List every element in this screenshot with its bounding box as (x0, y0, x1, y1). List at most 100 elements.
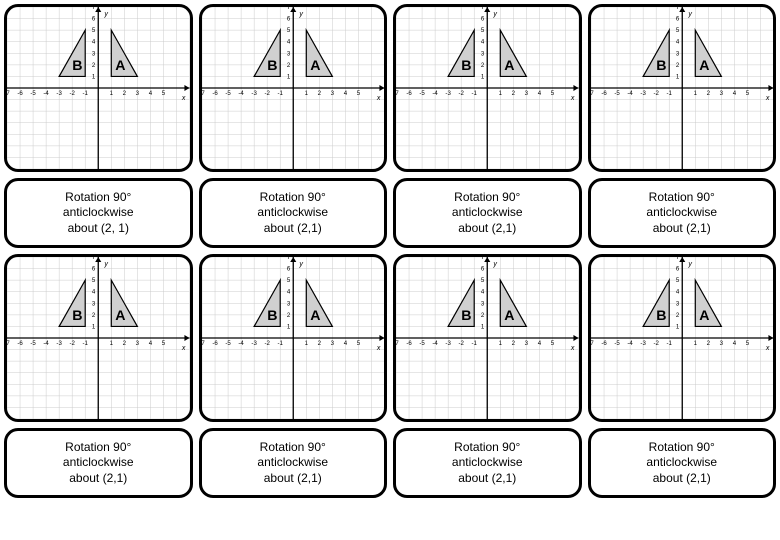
graph-card: -7-6-5-4-3-2-1123451234567xyBA (199, 4, 388, 172)
svg-text:6: 6 (481, 267, 485, 273)
svg-text:6: 6 (286, 267, 290, 273)
caption-line-1: Rotation 90° (454, 190, 520, 206)
svg-text:1: 1 (499, 91, 503, 97)
svg-text:5: 5 (675, 28, 679, 34)
svg-text:x: x (764, 95, 769, 102)
svg-text:-2: -2 (69, 341, 75, 347)
caption-line-2: anticlockwise (646, 455, 717, 471)
svg-text:-3: -3 (56, 91, 62, 97)
caption-card: Rotation 90° anticlockwise about (2,1) (199, 428, 388, 498)
svg-text:4: 4 (343, 341, 347, 347)
svg-text:5: 5 (356, 91, 360, 97)
svg-text:-3: -3 (445, 91, 451, 97)
svg-text:3: 3 (525, 341, 529, 347)
svg-text:-1: -1 (277, 341, 283, 347)
svg-text:5: 5 (551, 341, 555, 347)
svg-text:-1: -1 (83, 341, 89, 347)
graph-card: -7-6-5-4-3-2-1123451234567xyBA (588, 254, 777, 422)
svg-text:1: 1 (499, 341, 503, 347)
svg-text:-6: -6 (17, 91, 23, 97)
svg-text:2: 2 (675, 313, 679, 319)
svg-text:5: 5 (286, 278, 290, 284)
svg-text:1: 1 (92, 74, 96, 80)
svg-text:-4: -4 (627, 341, 633, 347)
svg-text:1: 1 (675, 74, 679, 80)
svg-text:-5: -5 (225, 91, 231, 97)
svg-text:4: 4 (732, 341, 736, 347)
coordinate-graph: -7-6-5-4-3-2-1123451234567xyBA (7, 7, 190, 169)
svg-text:-4: -4 (43, 341, 49, 347)
triangle-label-a: A (115, 307, 125, 323)
svg-text:7: 7 (286, 257, 290, 261)
svg-text:5: 5 (92, 278, 96, 284)
svg-text:-6: -6 (17, 341, 23, 347)
graph-card: -7-6-5-4-3-2-1123451234567xyBA (4, 254, 193, 422)
triangle-label-b: B (72, 57, 82, 73)
svg-text:x: x (375, 95, 380, 102)
svg-text:7: 7 (286, 7, 290, 11)
svg-text:3: 3 (92, 51, 96, 57)
svg-text:4: 4 (675, 290, 679, 296)
svg-text:-1: -1 (666, 341, 672, 347)
svg-text:y: y (492, 261, 497, 268)
triangle-label-a: A (699, 307, 709, 323)
svg-text:-7: -7 (591, 91, 594, 97)
svg-text:-5: -5 (30, 341, 36, 347)
svg-text:1: 1 (304, 341, 308, 347)
svg-text:-1: -1 (666, 91, 672, 97)
svg-text:-3: -3 (251, 341, 257, 347)
svg-text:6: 6 (675, 17, 679, 23)
triangle-label-b: B (72, 307, 82, 323)
svg-text:-5: -5 (614, 91, 620, 97)
svg-text:1: 1 (675, 324, 679, 330)
svg-text:4: 4 (675, 40, 679, 46)
svg-text:2: 2 (512, 91, 516, 97)
svg-text:3: 3 (136, 341, 140, 347)
svg-text:-6: -6 (212, 91, 218, 97)
svg-text:2: 2 (512, 341, 516, 347)
svg-text:5: 5 (551, 91, 555, 97)
svg-text:-1: -1 (83, 91, 89, 97)
svg-text:y: y (298, 11, 303, 18)
svg-text:-6: -6 (212, 341, 218, 347)
svg-text:2: 2 (706, 91, 710, 97)
caption-line-1: Rotation 90° (454, 440, 520, 456)
svg-text:4: 4 (149, 91, 153, 97)
svg-text:-2: -2 (264, 341, 270, 347)
svg-text:5: 5 (162, 341, 166, 347)
svg-text:-6: -6 (406, 91, 412, 97)
graph-card: -7-6-5-4-3-2-1123451234567xyBA (588, 4, 777, 172)
coordinate-graph: -7-6-5-4-3-2-1123451234567xyBA (591, 7, 774, 169)
svg-text:5: 5 (745, 91, 749, 97)
svg-text:y: y (298, 261, 303, 268)
svg-text:4: 4 (92, 40, 96, 46)
svg-text:2: 2 (675, 63, 679, 69)
caption-line-1: Rotation 90° (65, 190, 131, 206)
caption-card: Rotation 90° anticlockwise about (2,1) (4, 428, 193, 498)
svg-text:1: 1 (286, 324, 290, 330)
caption-line-2: anticlockwise (257, 205, 328, 221)
svg-text:7: 7 (675, 7, 679, 11)
triangle-label-b: B (656, 307, 666, 323)
svg-text:x: x (570, 345, 575, 352)
svg-text:-5: -5 (614, 341, 620, 347)
svg-text:2: 2 (317, 91, 321, 97)
svg-text:3: 3 (330, 341, 334, 347)
svg-text:-7: -7 (7, 91, 10, 97)
svg-text:-5: -5 (30, 91, 36, 97)
svg-text:-2: -2 (458, 341, 464, 347)
svg-text:-3: -3 (56, 341, 62, 347)
caption-line-1: Rotation 90° (65, 440, 131, 456)
svg-text:7: 7 (675, 257, 679, 261)
svg-text:5: 5 (162, 91, 166, 97)
svg-text:3: 3 (92, 301, 96, 307)
triangle-label-b: B (461, 307, 471, 323)
svg-text:-3: -3 (445, 341, 451, 347)
svg-text:7: 7 (481, 257, 485, 261)
svg-text:-5: -5 (419, 341, 425, 347)
svg-text:-6: -6 (601, 91, 607, 97)
svg-text:-4: -4 (627, 91, 633, 97)
svg-text:4: 4 (286, 290, 290, 296)
triangle-label-b: B (656, 57, 666, 73)
svg-text:-4: -4 (432, 341, 438, 347)
